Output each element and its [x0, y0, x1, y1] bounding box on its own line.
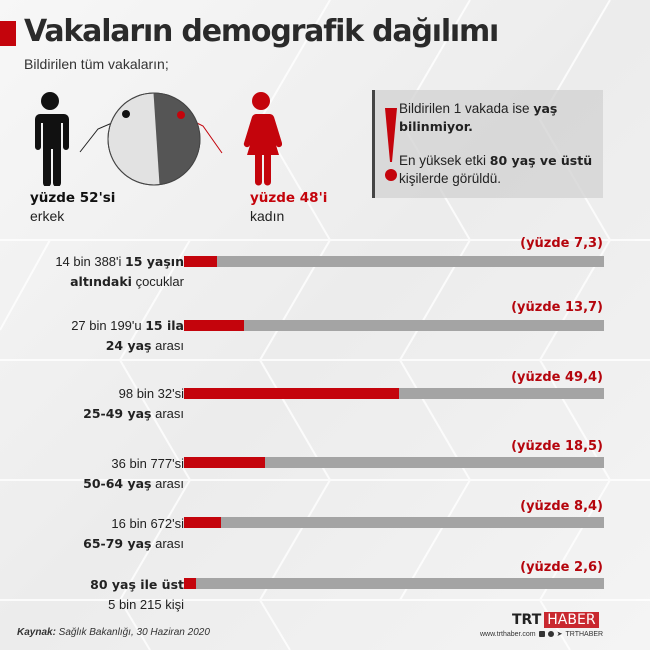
row-label-80-plus: 80 yaş ile üst 5 bin 215 kişi	[90, 577, 184, 612]
website-link[interactable]: www.trthaber.com	[480, 630, 536, 638]
male-person-icon	[35, 92, 69, 186]
page-title: Vakaların demografik dağılımı	[24, 14, 499, 49]
row-label-50-64: 36 bin 777'si 50-64 yaş arası	[83, 456, 184, 491]
row-pct-80-plus: (yüzde 2,6)	[520, 560, 603, 575]
row-pct-15-24: (yüzde 13,7)	[511, 300, 603, 315]
instagram-icon[interactable]	[547, 631, 554, 637]
row-pct-25-49: (yüzde 49,4)	[511, 370, 603, 385]
row-pct-50-64: (yüzde 18,5)	[511, 439, 603, 454]
bar-25-49	[184, 388, 604, 399]
social-handle: TRTHABER	[565, 630, 604, 638]
bar-50-64	[184, 457, 604, 468]
bar-15-24	[184, 320, 604, 331]
info-box: Bildirilen 1 vakada ise yaş bilinmiyor. …	[372, 90, 603, 198]
source-note: Kaynak: Sağlık Bakanlığı, 30 Haziran 202…	[17, 627, 210, 638]
female-person-icon	[243, 92, 282, 186]
row-label-15-24: 27 bin 199'u 15 ila 24 yaş arası	[71, 318, 184, 353]
subtitle: Bildirilen tüm vakaların;	[24, 56, 169, 72]
info-unknown-age: Bildirilen 1 vakada ise yaş bilinmiyor.	[399, 101, 558, 134]
bar-65-79	[184, 517, 604, 528]
info-highest-impact: En yüksek etki 80 yaş ve üstü kişilerde …	[399, 153, 593, 186]
male-label: erkek	[30, 208, 65, 224]
trt-haber-logo: TRT HABER	[512, 612, 599, 628]
female-stat: yüzde 48'i kadın	[250, 189, 327, 225]
bar-under-15	[184, 256, 604, 267]
row-label-under-15: 14 bin 388'i 15 yaşın altındaki çocuklar	[55, 254, 184, 289]
female-marker	[177, 111, 185, 119]
bar-fill	[184, 320, 245, 331]
website-social: www.trthaber.com ➤ TRTHABER	[480, 630, 604, 639]
bar-fill	[184, 457, 266, 468]
bar-fill	[184, 388, 400, 399]
bar-fill	[184, 256, 218, 267]
row-pct-65-79: (yüzde 8,4)	[520, 499, 603, 514]
exclamation-icon	[385, 108, 397, 181]
facebook-icon[interactable]	[538, 631, 545, 637]
bar-fill	[184, 578, 196, 589]
row-label-25-49: 98 bin 32'si 25-49 yaş arası	[83, 386, 184, 421]
row-label-65-79: 16 bin 672'si 65-79 yaş arası	[83, 516, 184, 551]
female-label: kadın	[250, 208, 285, 224]
gender-pie-chart	[107, 92, 201, 186]
title-accent-bar	[0, 21, 16, 46]
male-stat: yüzde 52'si erkek	[30, 189, 115, 225]
bar-fill	[184, 517, 221, 528]
twitter-icon[interactable]: ➤	[556, 631, 563, 638]
male-marker	[122, 110, 130, 118]
row-pct-under-15: (yüzde 7,3)	[520, 236, 603, 251]
male-percentage: yüzde 52'si	[30, 190, 116, 206]
bar-80-plus	[184, 578, 604, 589]
female-percentage: yüzde 48'i	[250, 190, 328, 206]
